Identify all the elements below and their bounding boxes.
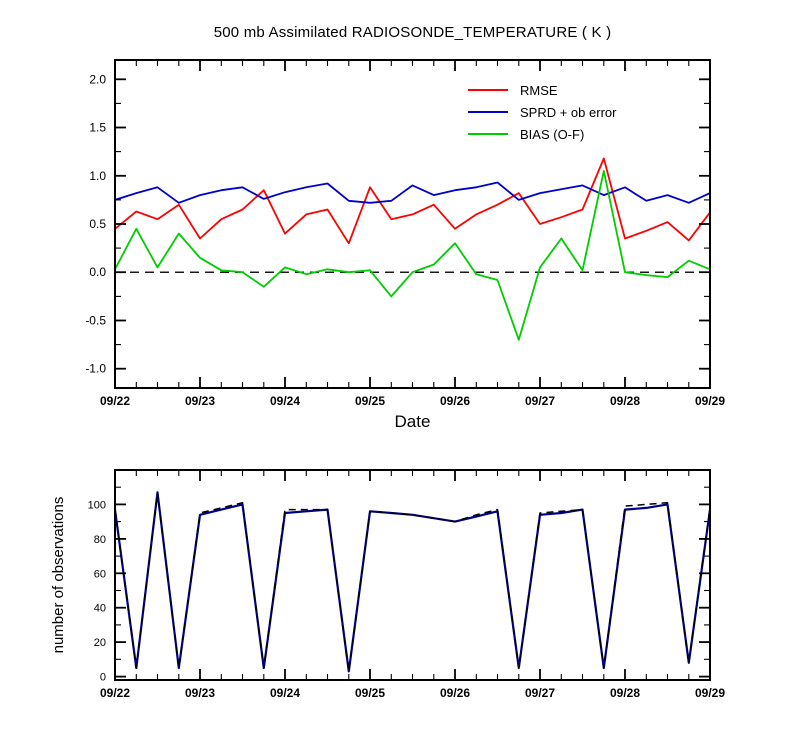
y-tick-label: 0 — [100, 672, 106, 684]
legend-item-sprd: SPRD + ob error — [468, 101, 616, 123]
y-tick-label: -0.5 — [85, 314, 106, 328]
y-tick-label: -1.0 — [85, 362, 106, 376]
legend: RMSE SPRD + ob error BIAS (O-F) — [468, 79, 616, 145]
x-tick-label: 09/27 — [525, 686, 555, 700]
y-tick-label: 100 — [88, 499, 106, 511]
x-tick-label: 09/23 — [185, 394, 215, 408]
x-tick-label: 09/22 — [100, 686, 130, 700]
y-tick-label: 80 — [94, 534, 106, 546]
top-chart-title: 500 mb Assimilated RADIOSONDE_TEMPERATUR… — [213, 24, 612, 41]
y-tick-label: 2.0 — [89, 72, 106, 86]
bottom-panel-border — [114, 469, 711, 681]
legend-item-rmse: RMSE — [468, 79, 616, 101]
x-tick-label: 09/29 — [695, 394, 725, 408]
bottom-panel-series-line-1 — [114, 491, 711, 673]
x-tick-label: 09/28 — [610, 686, 640, 700]
y-tick-label: 20 — [94, 637, 106, 649]
legend-item-bias: BIAS (O-F) — [468, 123, 616, 145]
bottom-chart-y-axis-title: number of observations — [50, 496, 67, 654]
top-panel-series-line-2 — [114, 169, 711, 341]
x-tick-label: 09/27 — [525, 394, 555, 408]
bias-line-swatch — [468, 133, 508, 135]
legend-label-rmse: RMSE — [520, 82, 558, 98]
x-tick-label: 09/26 — [440, 686, 470, 700]
x-tick-label: 09/24 — [270, 686, 300, 700]
legend-label-bias: BIAS (O-F) — [520, 126, 585, 142]
y-tick-label: 40 — [94, 603, 106, 615]
y-tick-label: 1.0 — [89, 169, 106, 183]
top-panel-series-line-0 — [114, 157, 711, 245]
x-tick-label: 09/25 — [355, 394, 385, 408]
x-tick-label: 09/24 — [270, 394, 300, 408]
y-tick-label: 60 — [94, 568, 106, 580]
x-tick-label: 09/26 — [440, 394, 470, 408]
x-tick-label: 09/25 — [355, 686, 385, 700]
top-panel-series-line-1 — [114, 181, 711, 204]
x-tick-label: 09/23 — [185, 686, 215, 700]
x-tick-label: 09/28 — [610, 394, 640, 408]
y-tick-label: 1.5 — [89, 121, 106, 135]
x-tick-label: 09/29 — [695, 686, 725, 700]
y-tick-label: 0.0 — [89, 265, 106, 279]
sprd-line-swatch — [468, 111, 508, 113]
bottom-panel: 09/22 09/23 09/24 09/25 09/26 09/27 09/28 09/29… — [88, 469, 725, 700]
x-tick-label: 09/22 — [100, 394, 130, 408]
rmse-line-swatch — [468, 89, 508, 91]
legend-label-sprd: SPRD + ob error — [520, 104, 617, 120]
y-tick-label: 0.5 — [89, 217, 106, 231]
bottom-panel-series-line-0 — [113, 491, 712, 673]
top-panel: 09/22 09/23 09/24 09/25 09/26 09/27 09/28 09/29… — [85, 59, 725, 408]
top-chart-x-axis-title: Date — [394, 412, 431, 431]
